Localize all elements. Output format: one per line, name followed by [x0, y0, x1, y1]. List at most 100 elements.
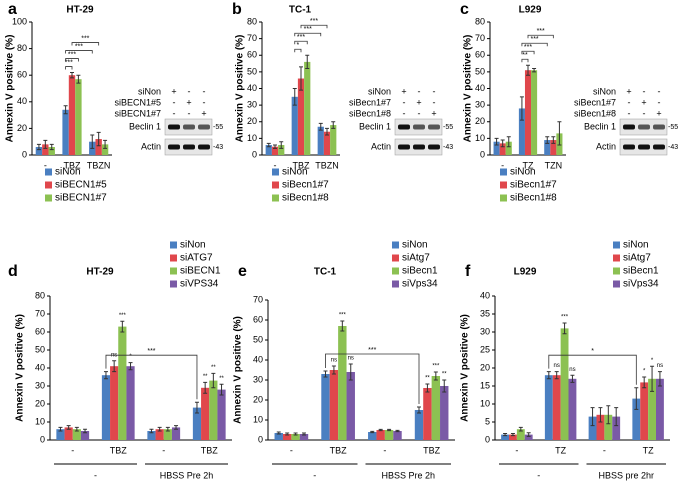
bracket [65, 50, 93, 54]
y-tick-label: 10 [247, 133, 257, 143]
bar [531, 70, 538, 155]
y-tick-label: 60 [247, 50, 257, 60]
legend-label: siVps34 [623, 279, 659, 290]
bar [56, 429, 65, 440]
bar [329, 370, 339, 440]
bracket [521, 58, 529, 63]
blot-sign: - [173, 97, 176, 107]
bar [368, 432, 377, 440]
chart-title: TC-1 [314, 267, 337, 278]
y-tick-label: 60 [475, 50, 485, 60]
bar [299, 434, 309, 440]
blot-marker: -55 [443, 124, 453, 131]
bracket-label: *** [304, 26, 312, 33]
bar [68, 75, 76, 155]
error-bar [74, 426, 79, 432]
error-bar [387, 428, 392, 432]
legend-swatch [500, 168, 507, 176]
bar [101, 375, 111, 440]
error-bar [149, 428, 154, 434]
x-tick-label: TBZ [201, 445, 219, 455]
blot-band-label: Actin [371, 141, 391, 151]
blot-band [428, 124, 440, 130]
blot-marker: -43 [668, 144, 678, 151]
bracket-label: * [591, 348, 594, 355]
error-bar [76, 74, 81, 84]
blot-sign: - [418, 86, 421, 96]
bracket [521, 50, 535, 55]
y-tick-label: 60 [253, 314, 263, 324]
blot-band-label: Beclin 1 [129, 121, 161, 131]
bar [544, 375, 553, 440]
bar [217, 389, 226, 440]
bracket-label: *** [65, 59, 73, 66]
error-bar [546, 371, 551, 380]
legend-label: siATG7 [180, 253, 213, 264]
blot-band [398, 124, 410, 130]
error-bar [657, 371, 662, 387]
error-bar [348, 363, 353, 381]
bar [346, 372, 355, 440]
panel-letter: a [8, 1, 17, 18]
legend-label: siBecn1#7 [510, 180, 557, 191]
group-label: - [313, 470, 316, 480]
error-bar [301, 432, 306, 436]
blot-sign: - [203, 97, 206, 107]
legend-swatch [45, 168, 52, 176]
blot-band [638, 124, 650, 130]
legend-label: siVPS34 [180, 279, 219, 290]
error-bar [500, 139, 505, 148]
significance-label: ** [219, 376, 224, 382]
blot-sign: - [403, 108, 406, 118]
error-bar [606, 405, 611, 425]
legend-label: siBECN1#7 [55, 193, 107, 204]
error-bar [266, 142, 271, 148]
bar [201, 387, 210, 440]
significance-label: ** [203, 374, 208, 380]
bracket-label: *** [81, 35, 89, 42]
group-label: - [94, 470, 97, 480]
legend-swatch [392, 254, 399, 262]
y-tick-label: 10 [253, 414, 263, 424]
x-tick-label: TZN [545, 160, 563, 170]
blot-sign: - [628, 97, 631, 107]
y-axis-label: Annexin V positive (%) [15, 314, 26, 422]
significance-label: ns [331, 358, 337, 364]
bar [42, 144, 49, 155]
bar [552, 375, 561, 440]
y-tick-label: 50 [35, 344, 45, 354]
error-bar [634, 387, 639, 410]
legend-label: siBecn1#7 [282, 180, 329, 191]
bar [414, 410, 424, 440]
legend-label: siNon [623, 240, 649, 251]
significance-label: ns [348, 356, 354, 362]
y-tick-label: 20 [17, 123, 27, 133]
error-bar [503, 433, 508, 437]
legend-swatch [272, 194, 279, 202]
error-bar [49, 143, 54, 151]
error-bar [506, 136, 511, 148]
error-bar [276, 431, 281, 435]
y-tick-label: 30 [253, 374, 263, 384]
error-bar [642, 376, 647, 389]
bar [330, 125, 337, 155]
significance-label: ** [425, 376, 430, 382]
bracket [325, 353, 420, 404]
significance-label: ** [442, 372, 447, 378]
blot-sign: + [186, 97, 191, 107]
x-tick-label: - [501, 160, 504, 170]
error-bar [112, 360, 117, 373]
y-tick-label: 80 [247, 16, 257, 26]
blot-sign: + [626, 86, 631, 96]
bar [524, 70, 532, 155]
y-tick-label: 0 [22, 149, 27, 159]
bracket [521, 42, 548, 47]
bar [518, 108, 525, 155]
bar [501, 434, 509, 440]
y-tick-label: 40 [475, 83, 485, 93]
bar [544, 140, 551, 155]
error-bar [650, 365, 655, 392]
y-tick-label: 70 [253, 294, 263, 304]
bar [648, 378, 656, 440]
blot-band-label: Actin [141, 141, 161, 151]
